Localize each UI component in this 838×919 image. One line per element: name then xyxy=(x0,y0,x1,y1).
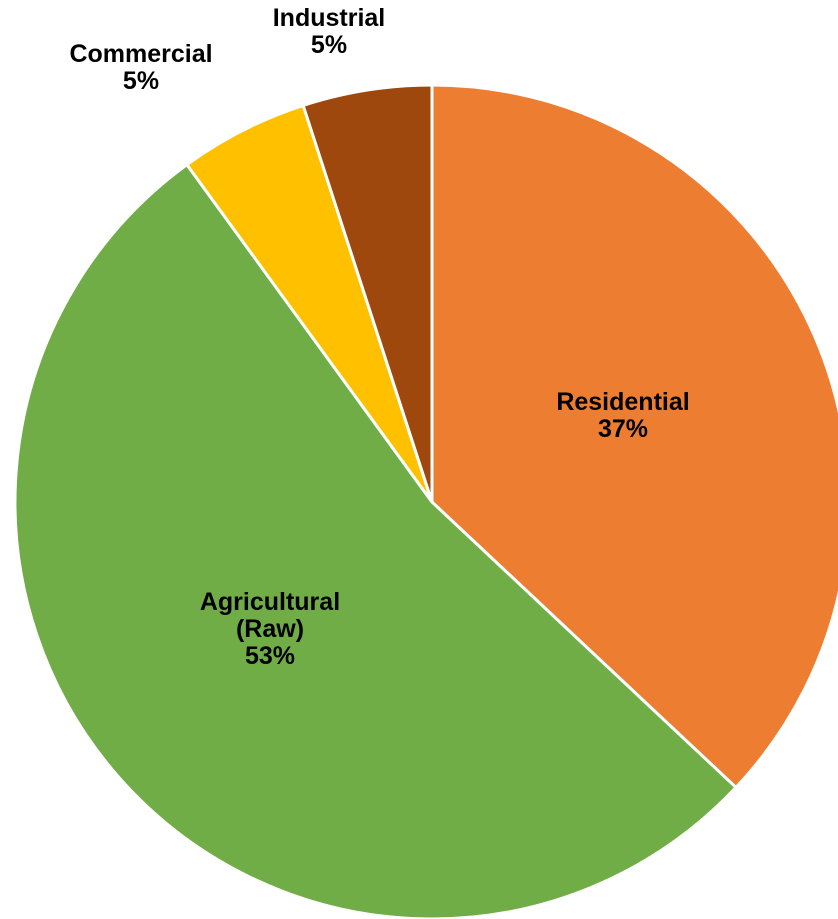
pie-slice-residential xyxy=(430,83,838,790)
slice-label-commercial: Commercial 5% xyxy=(69,40,212,95)
slice-category-label: Commercial xyxy=(69,40,212,68)
slice-percent-label: 37% xyxy=(598,415,648,443)
slice-percent-label: 5% xyxy=(123,67,159,95)
slice-label-residential: Residential 37% xyxy=(556,388,689,443)
slice-percent-label: 5% xyxy=(311,31,347,59)
slice-label-industrial: Industrial 5% xyxy=(273,4,386,59)
pie-slice-industrial xyxy=(301,83,434,503)
slice-category-label: (Raw) xyxy=(236,615,304,643)
slice-label-agricultural: Agricultural (Raw) 53% xyxy=(200,588,340,670)
slice-category-label: Residential xyxy=(556,388,689,416)
slice-category-label: Agricultural xyxy=(200,588,340,616)
pie-slice-agricultural xyxy=(13,162,739,919)
pie-slices xyxy=(13,83,838,919)
slice-percent-label: 53% xyxy=(245,642,295,670)
slice-category-label: Industrial xyxy=(273,4,386,32)
slice-labels: Residential 37% Agricultural (Raw) 53% Commer… xyxy=(69,4,689,670)
